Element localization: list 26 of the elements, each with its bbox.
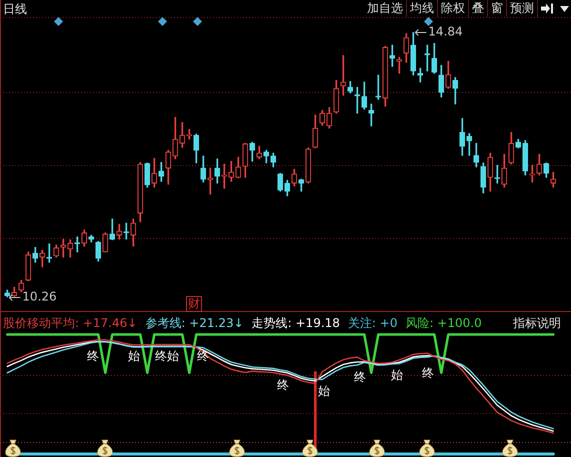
annotation: 终 — [354, 370, 366, 384]
annotation: 始 — [128, 349, 140, 364]
annotation: 财 — [188, 296, 200, 311]
annotation: 始 — [391, 368, 403, 382]
annotation: 加自选 — [364, 0, 407, 17]
annotation: 终 — [197, 349, 209, 364]
annotation: 14.84 — [428, 24, 463, 39]
annotation: 终 — [277, 378, 289, 392]
text: 指标说明 — [512, 316, 561, 330]
annotation: 窗 — [488, 0, 507, 17]
annotation: 除权 — [438, 0, 469, 17]
chart-title: 日线 — [3, 2, 27, 16]
annotation: 终 — [422, 366, 434, 380]
text: 走势线: +19.18 — [252, 316, 340, 330]
annotation: 10.26 — [22, 290, 57, 304]
annotation: 均线 — [407, 0, 438, 17]
annotation: 始 — [318, 384, 330, 398]
series-label: 参考线: +21.23↓ — [145, 316, 244, 330]
annotation: 预测 — [507, 0, 538, 17]
annotation: 终 — [87, 349, 99, 364]
series-label: 股价移动平均: +17.46↓ — [3, 316, 138, 330]
annotation: 终 — [155, 349, 167, 364]
annotation: 叠 — [469, 0, 488, 17]
series-label: 风险: +100.0 — [405, 316, 482, 330]
annotation: 始 — [167, 349, 179, 364]
text: 关注: +0 — [348, 316, 398, 330]
